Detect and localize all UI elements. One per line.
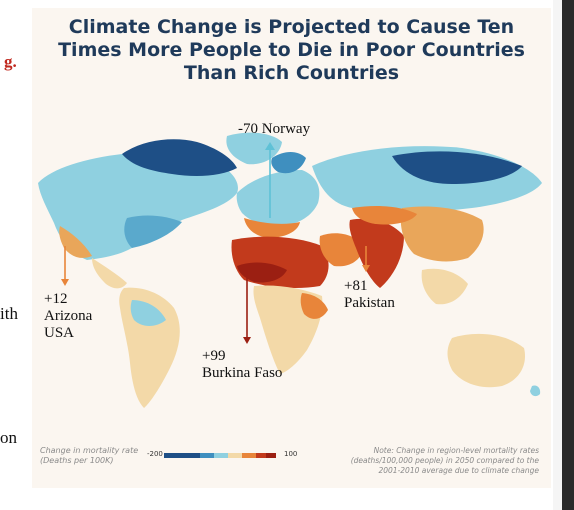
canada-arctic-region: [122, 139, 237, 176]
scandinavia-region: [271, 152, 306, 174]
us-southwest-region: [59, 226, 92, 258]
middle-east-region: [319, 233, 364, 267]
east-africa-region: [300, 293, 328, 319]
central-america-region: [92, 258, 127, 289]
mediterranean-region: [244, 218, 300, 238]
annotation-norway: -70 Norway: [238, 121, 311, 137]
legend-swatch-pale: [228, 453, 242, 458]
title-line: Than Rich Countries: [183, 62, 400, 84]
page-text-fragment: ith: [0, 304, 18, 323]
greenland-region: [226, 132, 282, 165]
legend-title-line: (Deaths per 100K): [40, 456, 114, 465]
page-text-fragment: g.: [4, 52, 17, 71]
annotation-place: Burkina Faso: [202, 365, 283, 381]
north-america-region: [38, 150, 238, 260]
annotation-arizona: +12 Arizona USA: [44, 291, 92, 342]
annotation-place: Pakistan: [344, 295, 395, 311]
note-line: Note: Change in region-level mortality r…: [373, 446, 539, 455]
world-mortality-map: [38, 132, 542, 408]
southeast-asia-region: [421, 268, 468, 305]
note-line: (deaths/100,000 people) in 2050 compared…: [350, 456, 539, 465]
amazon-region: [130, 300, 166, 326]
legend-swatch-light-blue: [214, 453, 228, 458]
annotation-burkina-faso: +99 Burkina Faso: [202, 348, 282, 382]
page-text-fragment: on: [0, 428, 17, 447]
annotation-value: +12: [44, 291, 68, 307]
sahel-region: [237, 262, 287, 283]
pakistan-india-region: [349, 218, 404, 288]
figure-note: Note: Change in region-level mortality r…: [309, 446, 539, 476]
australia-region: [447, 333, 526, 388]
annotation-value: +99: [202, 348, 226, 364]
infographic-card: Climate Change is Projected to Cause Ten…: [32, 8, 551, 488]
norway-arrowhead: [265, 142, 275, 150]
legend-title-line: Change in mortality rate: [40, 446, 139, 455]
legend-swatch-red: [256, 453, 266, 458]
central-asia-region: [352, 206, 417, 225]
east-asia-region: [400, 206, 484, 262]
legend-swatch-dark-red: [266, 453, 276, 458]
legend-swatch-orange: [242, 453, 256, 458]
europe-region: [236, 170, 320, 227]
note-line: 2001-2010 average due to climate change: [378, 466, 539, 475]
infographic-title: Climate Change is Projected to Cause Ten…: [32, 16, 551, 85]
pakistan-arrowhead: [362, 265, 370, 272]
title-line: Climate Change is Projected to Cause Ten: [68, 16, 515, 38]
page-right-margin: [553, 0, 562, 510]
annotation-pakistan: +81 Pakistan: [344, 278, 395, 312]
page-left-margin: [0, 0, 34, 510]
annotation-place: USA: [44, 325, 75, 341]
arizona-arrowhead: [61, 279, 69, 286]
legend-title: Change in mortality rate (Deaths per 100…: [40, 446, 138, 466]
us-east-region: [124, 215, 182, 248]
legend-max-label: 100: [284, 450, 298, 458]
annotation-place: Arizona: [44, 308, 93, 324]
scrollbar[interactable]: [562, 0, 574, 510]
legend-swatch-mid-blue: [200, 453, 214, 458]
annotation-value: +81: [344, 278, 368, 294]
title-line: Times More People to Die in Poor Countri…: [58, 39, 525, 61]
legend-swatch-dark-blue: [164, 453, 200, 458]
legend-min-label: -200: [147, 450, 163, 458]
burkina-arrowhead: [243, 337, 251, 344]
siberia-region: [392, 151, 522, 184]
north-africa-region: [231, 236, 329, 288]
new-zealand-region: [530, 385, 541, 397]
